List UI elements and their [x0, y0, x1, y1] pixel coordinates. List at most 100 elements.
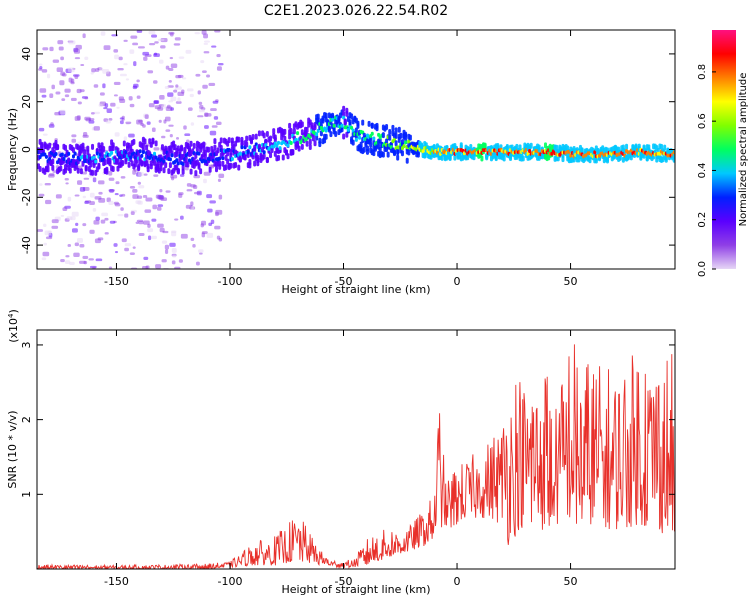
- spectral-noise-point: [209, 130, 217, 136]
- spectral-band-point: [345, 110, 349, 117]
- spectral-band-point: [529, 142, 533, 149]
- spectral-noise-point: [164, 249, 169, 255]
- bottom-y-axis-label: SNR (10 * v/v): [6, 410, 19, 488]
- spectral-band-point: [342, 105, 346, 112]
- spectral-ridge-point: [149, 153, 153, 158]
- spectral-ridge-point: [354, 137, 358, 142]
- spectral-noise-point: [41, 94, 47, 98]
- spectral-band-point: [219, 137, 223, 144]
- top-y-tick-label: 40: [20, 47, 33, 61]
- spectral-ridge-point: [60, 152, 64, 157]
- spectral-band-point: [207, 146, 211, 153]
- spectral-band-point: [194, 170, 198, 177]
- spectral-band-point: [213, 138, 217, 145]
- spectral-band-point: [38, 165, 42, 172]
- spectrogram-panel: -150 -100 -50 0 50 -40 -20 0 20 40 Height of stra…: [6, 29, 676, 296]
- spectral-noise-point: [157, 204, 164, 207]
- spectral-band-point: [300, 121, 304, 128]
- spectral-noise-point: [135, 200, 142, 204]
- spectral-band-point: [400, 150, 404, 157]
- spectral-band-point: [372, 150, 376, 157]
- spectral-noise-point: [119, 120, 124, 125]
- spectral-noise-point: [142, 51, 150, 56]
- spectral-band-point: [127, 161, 131, 168]
- spectral-band-point: [505, 145, 509, 152]
- spectral-noise-point: [168, 100, 173, 103]
- spectral-noise-point: [177, 91, 185, 97]
- spectral-band-point: [394, 132, 398, 139]
- spectral-band-point: [405, 157, 409, 164]
- spectral-ridge-point: [110, 150, 114, 155]
- spectral-ridge-point: [44, 154, 48, 159]
- spectral-noise-point: [43, 223, 47, 227]
- spectral-noise-point: [157, 38, 165, 42]
- spectral-band-point: [59, 165, 63, 172]
- spectral-noise-point: [215, 121, 222, 126]
- spectral-noise-point: [151, 34, 157, 38]
- spectral-noise-point: [123, 63, 128, 66]
- spectral-noise-point: [91, 112, 95, 115]
- spectral-noise-point: [170, 96, 177, 102]
- spectral-noise-point: [74, 194, 80, 197]
- spectral-band-point: [262, 153, 266, 160]
- spectral-noise-point: [38, 127, 45, 132]
- spectral-noise-point: [189, 93, 194, 98]
- spectral-noise-point: [171, 248, 177, 253]
- bottom-x-tick-label: -50: [335, 575, 353, 588]
- spectral-noise-point: [84, 56, 89, 60]
- spectral-noise-point: [92, 177, 97, 183]
- spectral-ridge-point: [593, 150, 597, 155]
- spectral-noise-point: [169, 134, 173, 138]
- spectral-ridge-point: [404, 140, 408, 145]
- spectral-band-point: [176, 168, 180, 175]
- spectral-band-point: [145, 144, 149, 151]
- spectral-noise-point: [197, 90, 201, 95]
- spectral-band-point: [292, 128, 296, 135]
- spectral-band-point: [189, 140, 193, 147]
- spectral-noise-point: [148, 103, 155, 108]
- spectral-band-point: [91, 169, 95, 176]
- spectral-ridge-point: [402, 144, 406, 149]
- spectral-noise-point: [136, 119, 143, 125]
- spectral-noise-point: [89, 192, 95, 198]
- spectral-ridge-point: [350, 125, 354, 130]
- spectral-noise-point: [147, 223, 151, 228]
- top-y-tick-label: 20: [20, 95, 33, 109]
- spectral-band-point: [283, 135, 287, 142]
- spectral-noise-point: [170, 107, 174, 111]
- spectral-band-point: [394, 140, 398, 147]
- spectral-band-point: [56, 144, 60, 151]
- spectral-noise-point: [214, 30, 221, 33]
- spectral-noise-point: [174, 37, 181, 41]
- spectral-noise-point: [99, 67, 104, 72]
- spectral-noise-point: [65, 255, 70, 258]
- spectral-noise-point: [41, 69, 48, 73]
- spectral-band-point: [288, 122, 292, 129]
- spectral-noise-point: [92, 266, 96, 269]
- spectral-noise-point: [65, 182, 69, 185]
- spectral-band-point: [162, 167, 166, 174]
- spectral-band-point: [76, 167, 80, 174]
- spectral-band-point: [202, 141, 206, 148]
- spectral-noise-point: [178, 56, 185, 59]
- spectral-noise-point: [39, 88, 47, 93]
- spectral-noise-point: [61, 73, 67, 77]
- spectral-band-point: [146, 163, 150, 170]
- spectral-noise-point: [114, 54, 120, 60]
- spectral-noise-point: [82, 195, 86, 199]
- spectral-band-point: [180, 145, 184, 152]
- spectral-noise-point: [129, 49, 135, 54]
- spectral-band-point: [164, 145, 168, 152]
- spectral-noise-point: [136, 30, 143, 33]
- top-x-tick-label: 0: [454, 275, 461, 288]
- spectral-ridge-point: [248, 145, 252, 150]
- spectral-band-point: [381, 132, 385, 139]
- spectral-noise-point: [130, 267, 138, 269]
- spectral-band-point: [286, 153, 290, 160]
- spectral-noise-point: [129, 103, 135, 108]
- spectral-noise-point: [117, 214, 124, 217]
- spectral-noise-point: [185, 49, 192, 54]
- spectral-noise-point: [130, 35, 138, 39]
- spectral-band-point: [362, 146, 366, 153]
- spectral-noise-point: [49, 46, 54, 52]
